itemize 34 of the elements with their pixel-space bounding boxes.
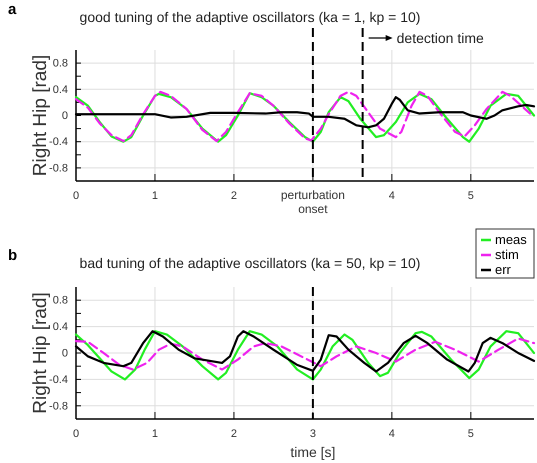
x-tick-label: 5: [468, 190, 474, 202]
x-axis-title: time [s]: [290, 444, 336, 460]
y-tick-label: -0.4: [49, 136, 68, 148]
x-tick-label: 0: [72, 190, 80, 202]
y-tick-label: 0: [62, 348, 68, 360]
chart-title: good tuning of the adaptive oscillators (ka = 1, kp = 10): [80, 9, 420, 25]
x-tick-label: 1: [152, 190, 158, 202]
y-axis-title: Right Hip [rad]: [30, 54, 51, 176]
ref-line-label: perturbation onset: [280, 188, 345, 216]
x-tick-label: 0: [72, 428, 80, 440]
ref-line-label: detection time: [396, 30, 484, 46]
x-tick-label: 2: [230, 190, 237, 202]
legend-label: stim: [495, 247, 519, 262]
x-tick-label: 3: [310, 428, 316, 440]
y-tick-label: -0.8: [49, 400, 68, 412]
y-tick-label: -0.8: [49, 162, 68, 174]
text: a: [8, 1, 17, 18]
y-tick-label: -0.4: [49, 374, 68, 386]
y-tick-label: 0.4: [52, 84, 68, 96]
chart-title: bad tuning of the adaptive oscillators (ka = 50, kp = 10): [80, 255, 420, 271]
legend-label: err: [495, 262, 512, 277]
legend-label: meas: [495, 232, 528, 247]
x-tick-label: 1: [152, 428, 158, 440]
x-tick-label: 4: [388, 428, 395, 440]
y-tick-label: 0.8: [52, 58, 68, 70]
y-tick-label: 0.4: [52, 321, 68, 334]
x-tick-label: 4: [388, 190, 395, 202]
x-tick-label: 5: [468, 428, 474, 440]
x-tick-label: 2: [230, 428, 237, 440]
y-axis-title: Right Hip [rad]: [30, 292, 51, 414]
y-tick-label: 0: [62, 110, 68, 122]
y-tick-label: 0.8: [52, 294, 68, 307]
text: b: [8, 247, 18, 264]
line-series: [74, 337, 536, 371]
